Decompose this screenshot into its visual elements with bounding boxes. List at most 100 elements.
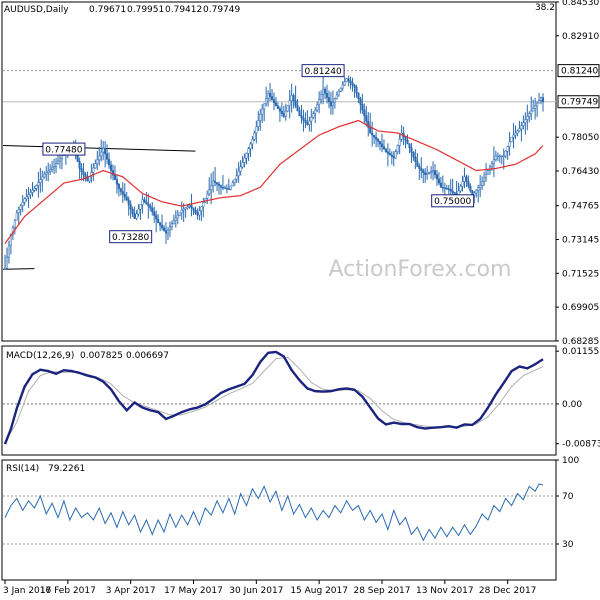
rsi-panel-frame — [1, 459, 557, 581]
macd-panel: 0.011558 0.00 -0.00873 MACD(12,26,9) 0.007… — [1, 345, 600, 456]
candle — [377, 138, 380, 148]
candle — [388, 148, 391, 156]
candle — [325, 84, 329, 104]
rsi-levels — [3, 495, 556, 545]
price-tick-label: 0.74765 — [562, 202, 599, 212]
rsi-panel: 100 70 30 RSI(14) 79.2261 — [1, 456, 579, 581]
candle — [386, 143, 389, 167]
candle — [433, 164, 437, 179]
candle — [300, 104, 303, 124]
candle — [371, 121, 374, 147]
candle — [139, 204, 142, 220]
candle — [143, 197, 146, 204]
macd-label: MACD(12,26,9) — [6, 351, 74, 361]
macd-tick-label: 0.00 — [562, 400, 582, 410]
candle — [530, 96, 533, 120]
candle — [247, 146, 250, 161]
candle — [55, 157, 58, 174]
x-tick-label: 17 May 2017 — [164, 586, 223, 596]
price-labels: 0.81240 0.79749 — [557, 64, 600, 109]
candle — [341, 81, 344, 91]
candle — [29, 188, 32, 199]
candle — [216, 182, 219, 192]
candle — [19, 203, 22, 216]
candle — [536, 101, 539, 118]
candle — [225, 184, 228, 194]
candle — [100, 139, 103, 162]
candle — [168, 221, 171, 238]
candle — [394, 149, 397, 159]
candle — [312, 111, 315, 120]
candle — [445, 184, 448, 190]
macd-header: MACD(12,26,9) 0.007825 0.006697 — [6, 351, 169, 361]
candle — [162, 225, 166, 232]
candle — [5, 247, 9, 270]
candle — [375, 131, 378, 148]
candle — [208, 177, 211, 196]
candle — [282, 105, 285, 119]
candle — [166, 227, 170, 240]
candle — [94, 159, 97, 169]
candle — [278, 106, 281, 122]
candle — [106, 144, 109, 165]
candle — [463, 167, 466, 189]
candle — [324, 86, 327, 100]
current-price-label-text: 0.79749 — [561, 98, 598, 108]
x-tick-label: 15 Aug 2017 — [290, 586, 348, 596]
candle — [239, 160, 242, 176]
candle — [479, 175, 482, 198]
candle — [206, 190, 209, 205]
candle — [37, 171, 40, 198]
candle — [151, 202, 154, 216]
price-annotation: 0.81240 — [301, 64, 345, 78]
candle — [288, 89, 291, 119]
candle — [21, 195, 24, 212]
rsi-header: RSI(14) 79.2261 — [6, 464, 85, 474]
candle — [272, 92, 276, 111]
macd-axis-ticks: 0.011558 0.00 -0.00873 — [556, 347, 600, 450]
candle — [108, 152, 111, 169]
price-tick-label: 0.73145 — [562, 236, 599, 246]
current-price-label-box — [557, 95, 600, 109]
candle — [221, 174, 224, 191]
candle — [170, 220, 173, 231]
candle — [357, 92, 360, 103]
candle — [439, 176, 442, 188]
candle — [251, 136, 254, 150]
candle — [406, 134, 409, 145]
candle — [237, 161, 240, 183]
rsi-axis-ticks: 100 70 30 — [556, 456, 579, 550]
candle — [510, 136, 513, 143]
candle — [267, 90, 270, 107]
resistance-price-label-box — [557, 64, 600, 78]
candle — [261, 103, 264, 123]
candle — [257, 111, 260, 132]
candle — [290, 83, 293, 113]
candle — [373, 134, 376, 144]
candle — [184, 207, 187, 218]
rsi-tick-label: 100 — [562, 456, 579, 466]
price-tick-label: 0.76430 — [562, 167, 599, 177]
rsi-tick-label: 30 — [562, 540, 574, 550]
candle — [539, 96, 543, 105]
candle — [265, 86, 268, 107]
annotation-label: 0.81240 — [304, 67, 341, 77]
candle — [461, 175, 464, 192]
candle — [500, 155, 503, 165]
candle — [17, 206, 20, 226]
candle — [259, 108, 262, 131]
candle — [541, 93, 545, 112]
price-tick-label: 0.71525 — [562, 269, 599, 279]
candle — [49, 164, 52, 175]
candle — [172, 214, 175, 225]
candle — [339, 87, 342, 93]
candle — [520, 121, 523, 142]
candle — [398, 134, 401, 155]
price-tick-label: 0.68285 — [562, 337, 599, 347]
candle — [198, 206, 201, 221]
candle — [133, 206, 136, 220]
x-tick-label: 13 Nov 2017 — [416, 586, 474, 596]
price-tick-label: 0.69905 — [562, 303, 599, 313]
price-panel: ActionForex.com 0.84530 0.82910 0.78050 0.7… — [1, 0, 600, 347]
